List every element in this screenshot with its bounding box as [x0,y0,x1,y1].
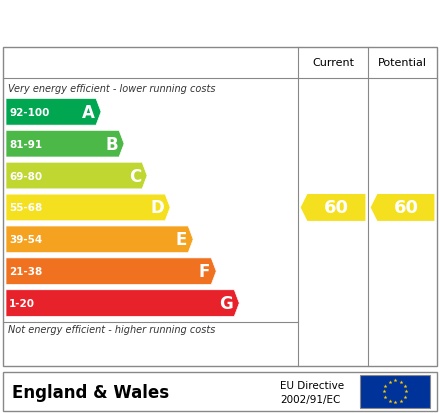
Text: C: C [129,167,141,185]
Text: 69-80: 69-80 [9,171,42,181]
Text: B: B [106,135,118,153]
Polygon shape [6,195,170,221]
Text: A: A [82,104,95,121]
Text: 1-20: 1-20 [9,298,35,309]
Polygon shape [6,226,193,253]
Text: EU Directive: EU Directive [280,380,344,390]
Polygon shape [6,290,239,317]
Polygon shape [300,194,366,222]
Text: Very energy efficient - lower running costs: Very energy efficient - lower running co… [8,83,216,93]
Text: 2002/91/EC: 2002/91/EC [280,394,341,404]
Text: England & Wales: England & Wales [12,383,169,401]
Text: 55-68: 55-68 [9,203,42,213]
Text: E: E [176,231,187,249]
Text: 21-38: 21-38 [9,266,42,277]
Text: F: F [199,263,210,280]
Polygon shape [6,163,147,190]
Text: Not energy efficient - higher running costs: Not energy efficient - higher running co… [8,324,215,334]
Text: Potential: Potential [378,57,427,67]
Polygon shape [370,194,435,222]
Text: D: D [150,199,164,217]
Polygon shape [6,99,101,126]
Text: 92-100: 92-100 [9,107,49,118]
Text: 60: 60 [393,199,418,217]
Text: Current: Current [312,57,354,67]
Text: G: G [220,294,233,312]
Polygon shape [6,131,124,158]
Text: 60: 60 [324,199,349,217]
Text: Energy Efficiency Rating: Energy Efficiency Rating [13,13,282,32]
Text: 81-91: 81-91 [9,139,42,150]
Polygon shape [6,258,216,285]
Bar [360,375,430,408]
Text: 39-54: 39-54 [9,235,42,245]
